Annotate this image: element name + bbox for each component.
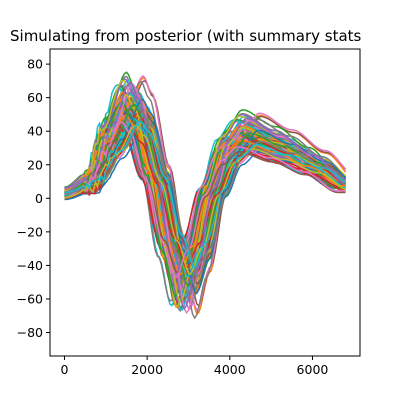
y-tick-label: −80: [17, 325, 43, 340]
x-tick-label: 0: [60, 362, 68, 377]
series-lines: [64, 71, 347, 320]
y-tick-label: 80: [27, 57, 43, 72]
x-tick-label: 2000: [131, 362, 163, 377]
series-line: [64, 117, 346, 278]
axes-frame: [49, 48, 361, 357]
y-tick-label: 60: [27, 90, 43, 105]
series-line: [64, 128, 346, 273]
chart-title: Simulating from posterior (with summary …: [10, 27, 362, 45]
series-line: [64, 121, 346, 279]
x-tick-label: 4000: [214, 362, 246, 377]
series-line: [64, 81, 346, 311]
y-tick-label: 0: [35, 191, 43, 206]
y-tick-label: 20: [27, 157, 43, 172]
axes: 0 2000 4000 6000 −80 −60 −40 −20 0 20 40 60 80: [17, 48, 361, 377]
series-line: [64, 115, 347, 277]
y-tick-label: −40: [17, 258, 43, 273]
series-line: [64, 120, 346, 269]
series-line: [64, 93, 346, 303]
y-tick-label: −60: [17, 291, 43, 306]
y-tick-label: 40: [27, 124, 43, 139]
y-tick-label: −20: [17, 224, 43, 239]
series-line: [64, 80, 347, 320]
x-tick-label: 6000: [297, 362, 329, 377]
